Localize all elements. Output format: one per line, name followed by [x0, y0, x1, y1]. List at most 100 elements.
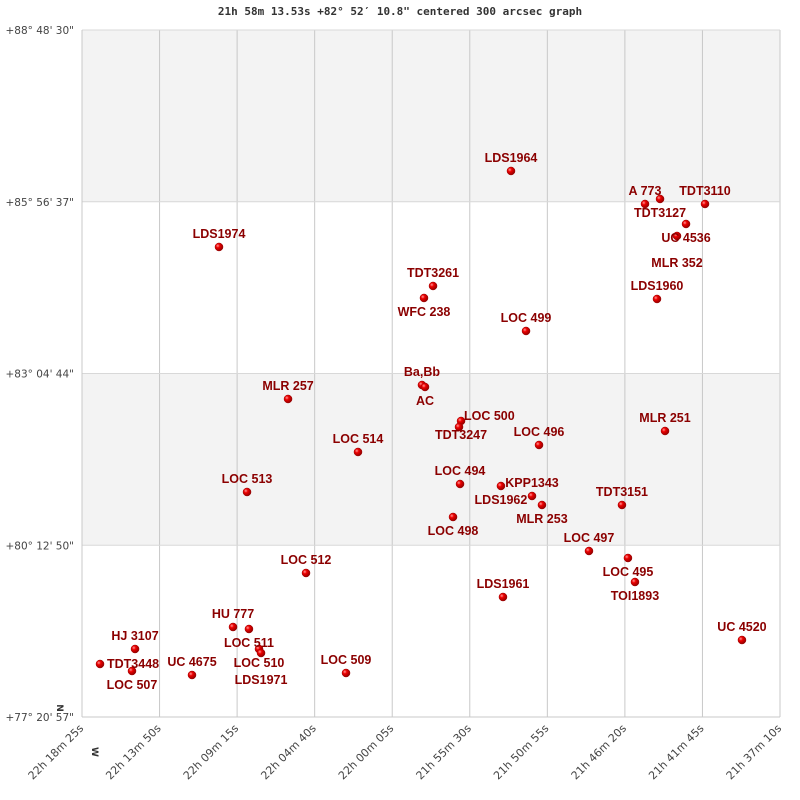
star-marker	[130, 644, 140, 654]
x-tick-label: 21h 41m 45s	[646, 722, 707, 783]
star-label: TDT3247	[435, 428, 487, 442]
star-label: LDS1971	[235, 673, 288, 687]
star-label: AC	[416, 394, 434, 408]
y-tick-label: +83° 04' 44"	[5, 369, 74, 381]
star-label: LOC 507	[107, 678, 158, 692]
west-label: W	[89, 747, 99, 757]
star-marker	[353, 447, 363, 457]
x-tick-label: 22h 13m 50s	[103, 722, 164, 783]
star-label: A 773	[629, 184, 662, 198]
star-marker	[737, 635, 747, 645]
y-tick-label: +88° 48' 30"	[5, 25, 74, 37]
star-marker	[95, 659, 105, 669]
star-label: LOC 511	[224, 636, 274, 650]
star-label: LDS1974	[193, 227, 246, 241]
star-marker	[537, 500, 547, 510]
star-label: KPP1343	[505, 476, 559, 490]
y-tick-label: +80° 12' 50"	[5, 540, 74, 552]
star-label: UC 4675	[167, 655, 216, 669]
x-tick-label: 22h 00m 05s	[336, 722, 397, 783]
background-band	[82, 30, 780, 202]
star-marker	[283, 394, 293, 404]
star-label: MLR 251	[639, 411, 690, 425]
star-label: HJ 3107	[111, 629, 158, 643]
x-tick-label: 21h 55m 30s	[414, 722, 475, 783]
star-label: LOC 510	[234, 656, 285, 670]
x-tick-label: 21h 37m 10s	[724, 722, 785, 783]
star-label: LOC 514	[333, 432, 384, 446]
star-marker	[660, 426, 670, 436]
star-label: LDS1960	[631, 279, 684, 293]
star-label: LOC 513	[222, 472, 273, 486]
star-label: TDT3448	[107, 657, 159, 671]
star-label: LOC 495	[603, 565, 654, 579]
star-marker	[455, 479, 465, 489]
star-label: LOC 512	[281, 553, 332, 567]
star-marker	[419, 293, 429, 303]
star-label: LOC 494	[435, 464, 486, 478]
star-marker	[214, 242, 224, 252]
star-label: MLR 257	[262, 379, 313, 393]
star-marker	[127, 666, 137, 676]
star-marker	[428, 281, 438, 291]
star-marker	[496, 481, 506, 491]
chart-title: 21h 58m 13.53s +82° 52′ 10.8" centered 3…	[217, 5, 583, 18]
star-marker	[228, 622, 238, 632]
star-marker	[584, 546, 594, 556]
star-marker	[341, 668, 351, 678]
star-label: UC 4536	[661, 231, 710, 245]
star-marker	[655, 194, 665, 204]
star-label: Ba,Bb	[404, 365, 440, 379]
y-tick-label: +85° 56' 37"	[5, 197, 74, 209]
star-label: HU 777	[212, 607, 254, 621]
star-label: MLR 352	[651, 256, 702, 270]
star-marker	[630, 577, 640, 587]
star-marker	[242, 487, 252, 497]
background-band	[82, 545, 780, 717]
star-label: LOC 509	[321, 653, 372, 667]
star-label: LOC 498	[428, 524, 479, 538]
star-marker	[534, 440, 544, 450]
star-marker	[527, 491, 537, 501]
star-marker	[623, 553, 633, 563]
star-marker	[448, 512, 458, 522]
star-label: TDT3110	[679, 184, 730, 198]
star-label: LDS1964	[485, 151, 538, 165]
x-tick-label: 22h 09m 15s	[181, 722, 242, 783]
star-marker	[681, 219, 691, 229]
star-label: LDS1961	[477, 577, 530, 591]
x-tick-label: 22h 04m 40s	[258, 722, 319, 783]
north-label: N	[54, 704, 64, 712]
star-label: TDT3127	[634, 206, 686, 220]
star-label: MLR 253	[516, 512, 567, 526]
star-marker	[617, 500, 627, 510]
background-band	[82, 373, 780, 546]
star-label: WFC 238	[398, 305, 451, 319]
star-label: LOC 499	[501, 311, 552, 325]
star-label: LDS1962	[475, 493, 528, 507]
star-marker	[640, 199, 650, 209]
star-marker	[244, 624, 254, 634]
star-marker	[454, 422, 464, 432]
x-tick-label: 21h 50m 55s	[491, 722, 552, 783]
star-label: LOC 496	[514, 425, 565, 439]
star-label: TDT3151	[596, 485, 648, 499]
star-marker	[420, 382, 430, 392]
star-marker	[521, 326, 531, 336]
y-tick-label: +77° 20' 57"	[5, 712, 74, 724]
star-marker	[498, 592, 508, 602]
x-tick-label: 21h 46m 20s	[569, 722, 630, 783]
star-label: LOC 497	[564, 531, 615, 545]
star-marker	[506, 166, 516, 176]
star-label: TDT3261	[407, 266, 459, 280]
star-label: LOC 500	[464, 409, 515, 423]
star-marker	[301, 568, 311, 578]
star-label: UC 4520	[717, 620, 766, 634]
star-label: TOI1893	[611, 589, 659, 603]
star-marker	[700, 199, 710, 209]
x-tick-label: 22h 18m 25s	[26, 722, 87, 783]
star-marker	[672, 231, 682, 241]
star-marker	[256, 648, 266, 658]
star-marker	[652, 294, 662, 304]
